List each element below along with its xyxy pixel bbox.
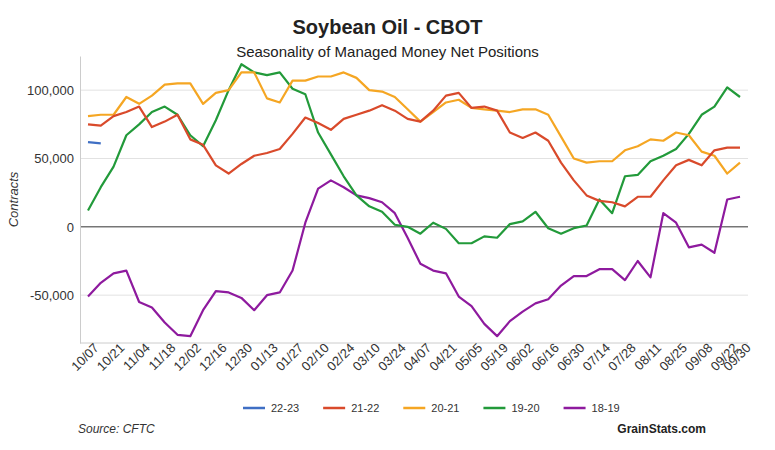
- x-tick-label: 02/10: [298, 340, 332, 374]
- legend-swatch: [564, 407, 586, 410]
- legend-swatch: [403, 407, 425, 410]
- legend-swatch: [483, 407, 505, 410]
- x-tick-label: 02/24: [324, 340, 358, 374]
- x-tick-label: 10/21: [94, 340, 128, 374]
- x-tick-label: 11/18: [146, 340, 179, 373]
- series-line: [88, 64, 740, 243]
- x-tick: 05/05: [452, 340, 486, 374]
- x-tick: 03/24: [375, 340, 409, 374]
- x-tick: 06/02: [503, 340, 537, 374]
- x-tick-label: 07/14: [580, 340, 614, 374]
- legend-label: 20-21: [431, 402, 459, 414]
- x-tick: 02/10: [298, 340, 332, 374]
- x-tick-label: 08/11: [631, 340, 664, 373]
- x-tick: 10/21: [94, 340, 128, 374]
- legend-item: 21-22: [323, 402, 379, 414]
- x-tick: 12/30: [222, 340, 256, 374]
- y-axis-line: [80, 57, 81, 344]
- x-tick: 01/27: [273, 340, 307, 374]
- y-tick-label: 0: [67, 219, 74, 234]
- x-tick: 12/02: [170, 340, 204, 374]
- series-line: [88, 142, 101, 143]
- x-tick-label: 12/16: [196, 340, 230, 374]
- x-tick: 08/11: [631, 340, 664, 373]
- grid-line: [80, 90, 748, 91]
- y-tick: -50,000: [30, 288, 80, 303]
- x-tick: 12/16: [196, 340, 230, 374]
- y-tick-label: 50,000: [34, 151, 74, 166]
- legend-item: 18-19: [564, 402, 620, 414]
- x-tick-label: 01/13: [247, 340, 281, 374]
- legend-label: 19-20: [511, 402, 539, 414]
- legend-item: 22-23: [243, 402, 299, 414]
- x-tick: 09/30: [720, 340, 754, 374]
- y-tick: 50,000: [34, 151, 80, 166]
- legend-swatch: [323, 407, 345, 410]
- x-tick-label: 11/04: [120, 340, 153, 373]
- y-axis-label: Contracts: [6, 171, 21, 227]
- x-tick: 10/07: [68, 340, 102, 374]
- x-tick: 04/07: [401, 340, 435, 374]
- legend-item: 20-21: [403, 402, 459, 414]
- x-tick: 11/04: [120, 340, 153, 373]
- x-tick: 01/13: [247, 340, 281, 374]
- x-tick-label: 05/05: [452, 340, 486, 374]
- lines: [88, 64, 740, 336]
- source: Source: CFTC: [78, 422, 155, 436]
- legend-label: 22-23: [271, 402, 299, 414]
- grid-line: [80, 295, 748, 296]
- x-tick-label: 06/16: [528, 340, 562, 374]
- x-tick: 02/24: [324, 340, 358, 374]
- series-line: [88, 180, 740, 336]
- title: Soybean Oil - CBOT: [292, 16, 482, 38]
- x-tick-label: 10/07: [68, 340, 102, 374]
- x-tick-label: 06/30: [554, 340, 588, 374]
- x-tick-label: 08/25: [656, 340, 690, 374]
- x-tick-label: 12/02: [170, 340, 204, 374]
- zero-line: [80, 226, 748, 227]
- x-tick-label: 03/10: [349, 340, 383, 374]
- y-axis: -50,000 0 50,000 100,000: [27, 57, 81, 344]
- x-tick: 04/21: [426, 340, 460, 374]
- legend-item: 19-20: [483, 402, 539, 414]
- x-tick: 03/10: [349, 340, 383, 374]
- x-tick: 11/18: [146, 340, 179, 373]
- y-tick: 0: [67, 219, 80, 234]
- legend-label: 21-22: [351, 402, 379, 414]
- x-tick: 08/25: [656, 340, 690, 374]
- x-tick-label: 04/07: [401, 340, 435, 374]
- x-tick-label: 12/30: [222, 340, 256, 374]
- x-tick: 09/08: [682, 340, 716, 374]
- x-axis-line: [80, 343, 748, 344]
- x-tick: 07/14: [580, 340, 614, 374]
- x-tick-label: 01/27: [273, 340, 307, 374]
- x-axis: 10/0710/2111/0411/1812/0212/1612/3001/13…: [68, 340, 754, 374]
- legend-swatch: [243, 407, 265, 410]
- y-tick-label: 100,000: [27, 83, 74, 98]
- y-tick-label: -50,000: [30, 288, 74, 303]
- grid: [80, 90, 748, 295]
- x-tick-label: 06/02: [503, 340, 537, 374]
- x-tick: 07/28: [605, 340, 639, 374]
- x-tick-label: 04/21: [426, 340, 460, 374]
- x-tick: 06/16: [528, 340, 562, 374]
- x-tick-label: 05/19: [477, 340, 511, 374]
- series-line: [88, 93, 740, 206]
- x-tick-label: 03/24: [375, 340, 409, 374]
- legend: 22-23 21-22 20-21 19-20 18-19: [243, 402, 620, 414]
- x-tick-label: 09/08: [682, 340, 716, 374]
- x-tick: 06/30: [554, 340, 588, 374]
- x-tick: 05/19: [477, 340, 511, 374]
- x-tick-label: 07/28: [605, 340, 639, 374]
- watermark: GrainStats.com: [617, 422, 706, 436]
- subtitle: Seasonality of Managed Money Net Positio…: [236, 43, 539, 60]
- x-tick-label: 09/30: [720, 340, 754, 374]
- grid-line: [80, 158, 748, 159]
- chart: Soybean Oil - CBOT Seasonality of Managed…: [0, 0, 775, 450]
- legend-label: 18-19: [592, 402, 620, 414]
- y-tick: 100,000: [27, 83, 80, 98]
- series-line: [88, 72, 740, 173]
